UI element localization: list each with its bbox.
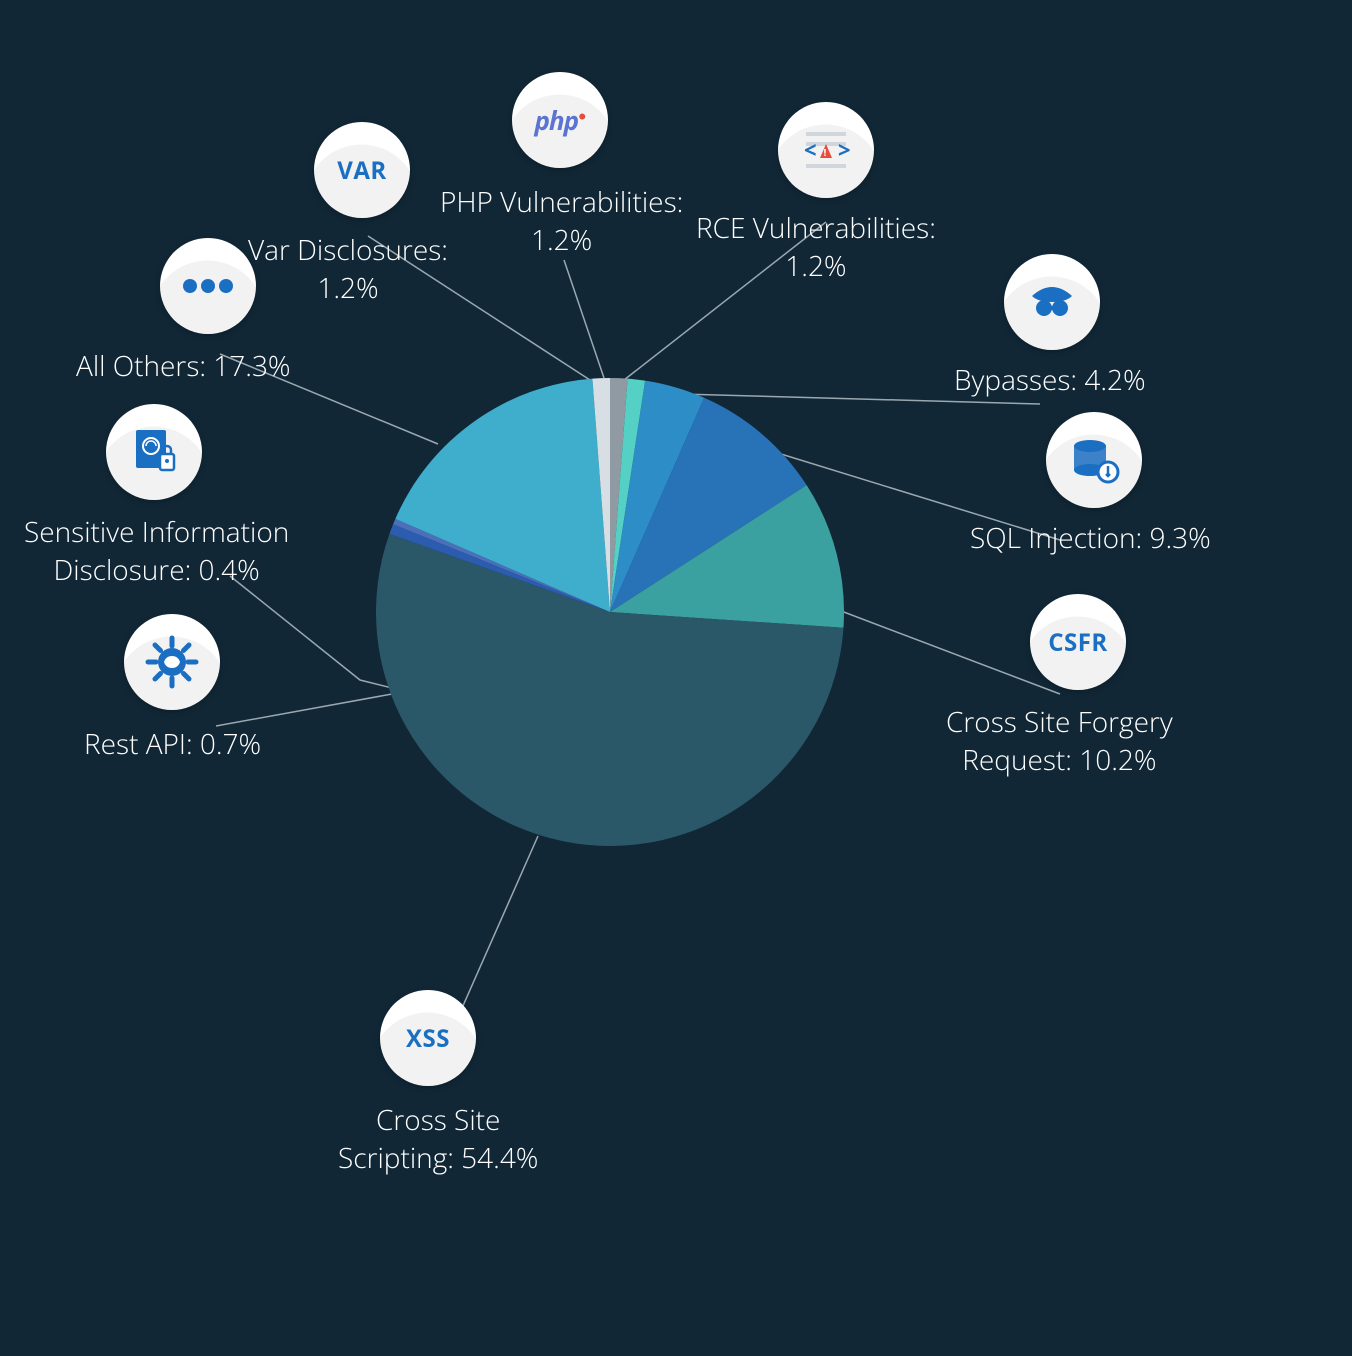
xss-label-line-1: Scripting: 54.4% [338,1140,538,1178]
xss-label-line-0: Cross Site [338,1102,538,1140]
others-label-line-0: All Others: 17.3% [76,348,291,386]
leader-sid [230,576,392,688]
rest-icon [124,614,220,710]
rest-label: Rest API: 0.7% [84,726,261,764]
bypass-label: Bypasses: 4.2% [954,362,1146,400]
svg-text:<: < [804,135,817,165]
svg-text:!: ! [824,145,827,159]
pie-svg [376,378,844,846]
bypass-label-line-0: Bypasses: 4.2% [954,362,1146,400]
sid-label: Sensitive InformationDisclosure: 0.4% [24,514,289,590]
var-icon: VAR [314,122,410,218]
rce-label-line-1: 1.2% [696,248,936,286]
vulnerability-pie-chart: php●PHP Vulnerabilities:1.2%<>!RCE Vulne… [0,0,1352,1356]
var-label: Var Disclosures:1.2% [248,232,448,308]
rce-label: RCE Vulnerabilities:1.2% [696,210,936,286]
xss-label: Cross SiteScripting: 54.4% [338,1102,538,1178]
sid-label-line-1: Disclosure: 0.4% [24,552,289,590]
csfr-label: Cross Site ForgeryRequest: 10.2% [946,704,1173,780]
var-label-line-1: 1.2% [248,270,448,308]
leader-php [564,260,604,378]
bypass-icon [1004,254,1100,350]
php-label-line-0: PHP Vulnerabilities: [440,184,683,222]
var-label-line-0: Var Disclosures: [248,232,448,270]
sqli-label-line-0: SQL Injection: 9.3% [970,520,1211,558]
others-label: All Others: 17.3% [76,348,291,386]
sid-label-line-0: Sensitive Information [24,514,289,552]
leader-csfr [828,606,1060,694]
xss-icon: XSS [380,990,476,1086]
sqli-label: SQL Injection: 9.3% [970,520,1211,558]
php-label-line-1: 1.2% [440,222,683,260]
php-icon: php● [512,72,608,168]
leader-rest [216,694,392,726]
sid-icon [106,404,202,500]
rce-label-line-0: RCE Vulnerabilities: [696,210,936,248]
sqli-icon [1046,412,1142,508]
rce-icon: < >! [778,102,874,198]
others-icon [160,238,256,334]
csfr-label-line-0: Cross Site Forgery [946,704,1173,742]
csfr-icon: CSFR [1030,594,1126,690]
rest-label-line-0: Rest API: 0.7% [84,726,261,764]
csfr-label-line-1: Request: 10.2% [946,742,1173,780]
svg-text:>: > [838,135,851,165]
php-label: PHP Vulnerabilities:1.2% [440,184,683,260]
